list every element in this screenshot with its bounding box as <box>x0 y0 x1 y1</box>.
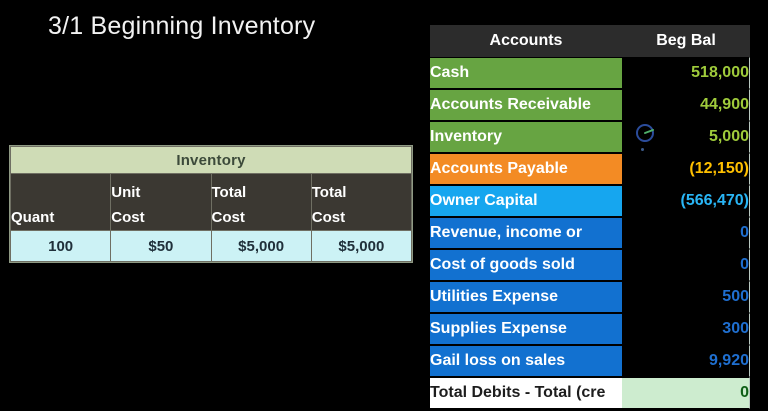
inventory-cell-total-cost-1: $5,000 <box>210 230 312 262</box>
account-label-8: Supplies Expense <box>430 313 622 345</box>
table-row: Accounts Receivable 44,900 <box>430 89 750 121</box>
table-row: Cash 518,000 <box>430 57 750 89</box>
inventory-header-total-cost-1-line1: Total <box>211 184 247 201</box>
table-row: Supplies Expense 300 <box>430 313 750 345</box>
account-value-6: 0 <box>622 249 750 281</box>
account-value-9: 9,920 <box>622 345 750 377</box>
accounts-table: Accounts Beg Bal Cash 518,000 Accounts Rec… <box>430 25 750 409</box>
inventory-cell-unit-cost: $50 <box>110 230 212 262</box>
accounts-header-accounts: Accounts <box>430 25 622 57</box>
table-row: Revenue, income or 0 <box>430 217 750 249</box>
table-row: Utilities Expense 500 <box>430 281 750 313</box>
total-label: Total Debits - Total (cre <box>430 377 622 409</box>
totals-row: Total Debits - Total (cre 0 <box>430 377 750 409</box>
account-label-2: Inventory <box>430 121 622 153</box>
inventory-header-total-cost-1: Total Cost <box>210 173 312 231</box>
inventory-header-row: Quant Unit Cost Total Cost Total Cost <box>9 173 413 231</box>
inventory-header-unit-cost-line1: Unit <box>111 184 141 201</box>
account-label-0: Cash <box>430 57 622 89</box>
account-label-5: Revenue, income or <box>430 217 622 249</box>
inventory-cell-total-cost-2: $5,000 <box>310 230 413 262</box>
account-value-5: 0 <box>622 217 750 249</box>
page-title: 3/1 Beginning Inventory <box>48 12 316 40</box>
inventory-header-total-cost-2-line2: Cost <box>311 209 346 226</box>
inventory-header-quant: Quant <box>9 173 112 231</box>
account-label-6: Cost of goods sold <box>430 249 622 281</box>
inventory-header-total-cost-2-line1: Total <box>311 184 347 201</box>
account-label-1: Accounts Receivable <box>430 89 622 121</box>
inventory-table: Inventory Quant Unit Cost Total Cost Tot… <box>9 146 413 262</box>
inventory-header-unit-cost-line2: Cost <box>111 209 145 226</box>
account-value-4: (566,470) <box>622 185 750 217</box>
accounts-header-row: Accounts Beg Bal <box>430 25 750 57</box>
accounts-header-beg-bal: Beg Bal <box>622 25 750 57</box>
account-label-4: Owner Capital <box>430 185 622 217</box>
table-row: Owner Capital (566,470) <box>430 185 750 217</box>
inventory-table-title: Inventory <box>10 146 412 174</box>
table-row: 100 $50 $5,000 $5,000 <box>9 230 413 262</box>
inventory-title-row: Inventory <box>10 146 412 174</box>
table-row: Accounts Payable (12,150) <box>430 153 750 185</box>
inventory-header-total-cost-1-line2: Cost <box>211 209 245 226</box>
inventory-header-total-cost-2: Total Cost <box>310 173 413 231</box>
table-row: Gail loss on sales 9,920 <box>430 345 750 377</box>
account-value-8: 300 <box>622 313 750 345</box>
account-label-3: Accounts Payable <box>430 153 622 185</box>
account-label-9: Gail loss on sales <box>430 345 622 377</box>
table-row: Inventory 5,000 <box>430 121 750 153</box>
account-value-0: 518,000 <box>622 57 750 89</box>
account-value-3: (12,150) <box>622 153 750 185</box>
account-value-2: 5,000 <box>622 121 750 153</box>
total-value: 0 <box>622 377 750 409</box>
account-label-7: Utilities Expense <box>430 281 622 313</box>
inventory-cell-quant: 100 <box>9 230 112 262</box>
table-row: Cost of goods sold 0 <box>430 249 750 281</box>
account-value-7: 500 <box>622 281 750 313</box>
inventory-header-quant-line2: Quant <box>11 209 55 226</box>
account-value-1: 44,900 <box>622 89 750 121</box>
inventory-header-unit-cost: Unit Cost <box>110 173 212 231</box>
